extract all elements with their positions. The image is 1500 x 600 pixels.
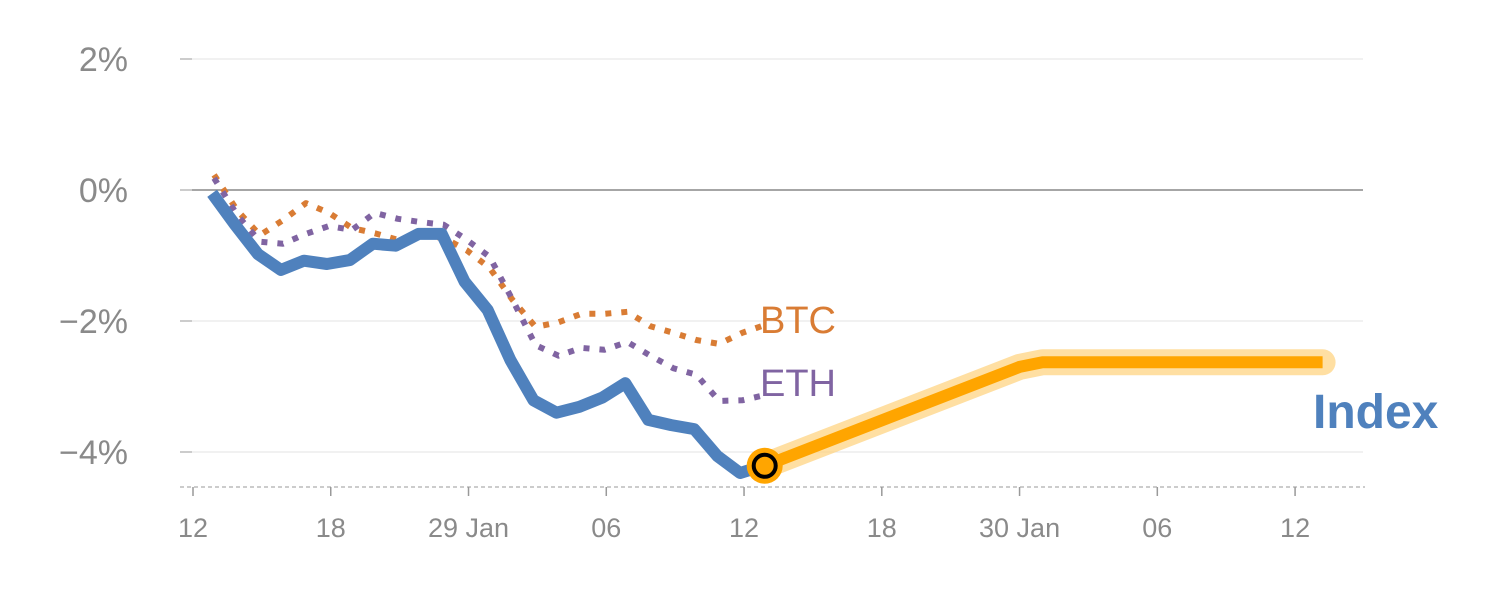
- x-tick-label: 18: [316, 513, 346, 543]
- series-group: [207, 173, 1336, 484]
- series-eth-line: [211, 176, 766, 404]
- y-tick-label: 0%: [79, 172, 128, 210]
- x-tick-label: 06: [591, 513, 621, 543]
- x-tick-label: 12: [729, 513, 759, 543]
- series-btc-line: [211, 173, 767, 347]
- series-index-line: [207, 189, 765, 479]
- current-point-marker: [751, 452, 778, 479]
- x-tick-label: 12: [1280, 513, 1310, 543]
- x-tick-label: 12: [178, 513, 208, 543]
- label-eth: ETH: [760, 363, 836, 405]
- label-index: Index: [1313, 386, 1439, 439]
- y-tick-label: 2%: [79, 41, 128, 79]
- y-tick-label: −4%: [59, 434, 128, 472]
- x-tick-label: 30 Jan: [979, 513, 1060, 543]
- projection-line: [762, 356, 1323, 472]
- y-tick-label: −2%: [59, 303, 128, 341]
- label-btc: BTC: [760, 300, 836, 342]
- axes: 2% 0% −2% −4% 12 18 29 Jan 06 12 18 30 Jan 06 12: [59, 41, 1365, 543]
- x-tick-label: 18: [867, 513, 897, 543]
- x-tick-label: 29 Jan: [428, 513, 509, 543]
- x-tick-label: 06: [1142, 513, 1172, 543]
- projection-band: [751, 349, 1336, 479]
